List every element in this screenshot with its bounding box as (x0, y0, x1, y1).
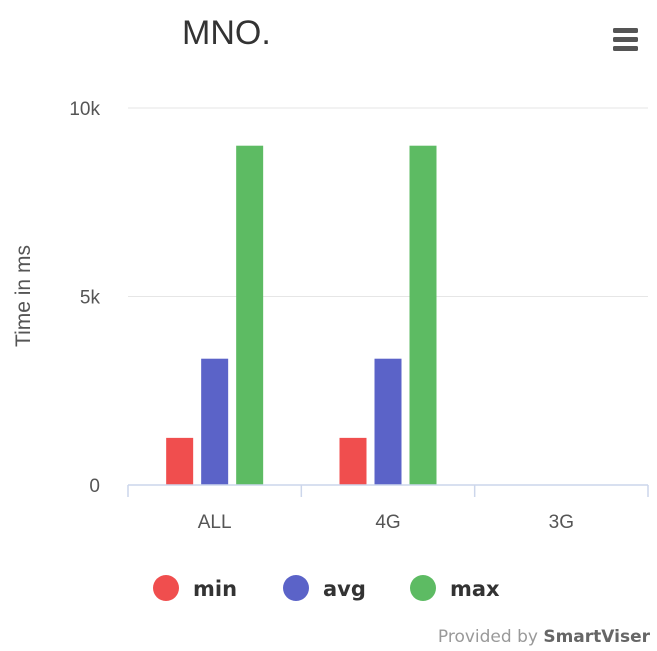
bar-avg-all[interactable] (201, 358, 229, 485)
y-axis-label: Time in ms (12, 245, 35, 347)
grid-lines (128, 107, 648, 297)
credits-brand: SmartViser (543, 627, 650, 647)
legend: min avg max (153, 575, 500, 601)
y-axis-ticks: 0 5k 10k (69, 99, 100, 497)
x-axis: ALL 4G 3G (127, 484, 649, 533)
bar-min-all[interactable] (166, 437, 194, 485)
legend-marker-max (410, 575, 436, 601)
bar-avg-4g[interactable] (374, 358, 402, 485)
legend-marker-min (153, 575, 179, 601)
chart-title: MNO. (182, 14, 271, 52)
bar-max-4g[interactable] (409, 145, 437, 485)
x-tick-label: ALL (198, 512, 232, 533)
legend-label-max: max (450, 577, 500, 601)
bars (166, 145, 437, 485)
x-tick-label: 3G (549, 512, 574, 533)
legend-item-min[interactable]: min (153, 575, 237, 601)
bar-max-all[interactable] (236, 145, 264, 485)
legend-label-avg: avg (323, 577, 366, 601)
credits-prefix: Provided by (438, 627, 543, 647)
y-tick-label: 5k (80, 288, 101, 309)
y-tick-label: 10k (69, 99, 100, 120)
chart-menu-button[interactable] (606, 20, 646, 60)
legend-item-avg[interactable]: avg (283, 575, 366, 601)
bar-min-4g[interactable] (339, 437, 367, 485)
x-tick-label: 4G (375, 512, 400, 533)
legend-item-max[interactable]: max (410, 575, 500, 601)
credits-link[interactable]: Provided by SmartViser (438, 627, 651, 647)
y-tick-label: 0 (89, 476, 100, 497)
legend-marker-avg (283, 575, 309, 601)
legend-label-min: min (193, 577, 237, 601)
hamburger-menu-icon (613, 28, 638, 51)
